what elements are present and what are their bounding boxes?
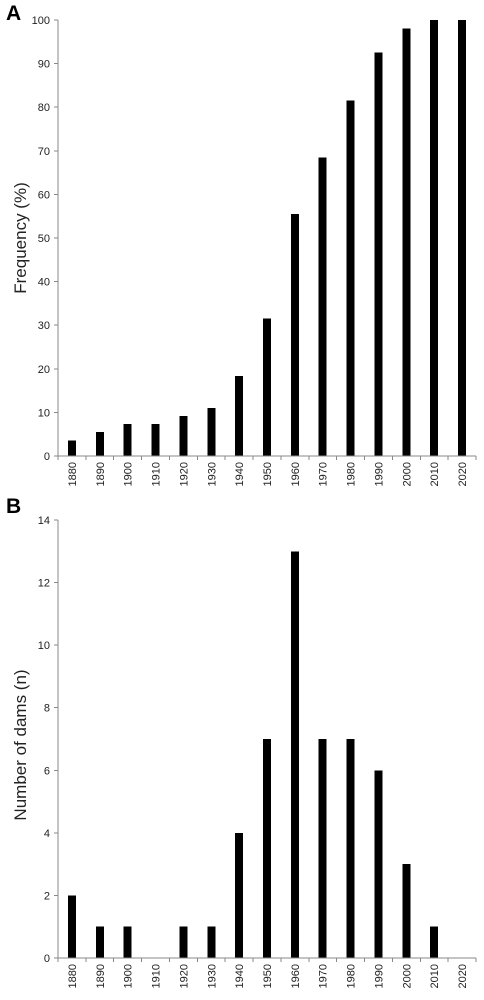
bar-1890 (95, 926, 104, 958)
x-tick-label: 1930 (206, 462, 218, 486)
x-tick-label: 1890 (95, 462, 107, 486)
y-tick-label: 100 (32, 15, 50, 27)
x-tick-label: 1970 (318, 462, 330, 486)
x-tick-label: 1980 (346, 964, 358, 988)
y-tick-label: 50 (38, 233, 50, 245)
y-tick-label: 80 (38, 102, 50, 114)
bar-1880 (67, 440, 76, 456)
x-tick-label: 1950 (262, 462, 274, 486)
x-axis-a: 1880 1890 1900 1910 1920 1930 1940 1950 1960 1970… (57, 455, 477, 486)
bars-a (67, 20, 467, 457)
x-tick-label: 2000 (401, 964, 413, 988)
y-tick-label: 14 (38, 515, 50, 527)
x-tick-label: 2020 (457, 964, 469, 988)
bar-2020 (458, 20, 467, 456)
y-axis-label-a: Frequency (%) (11, 182, 30, 293)
x-tick-label: 1890 (95, 964, 107, 988)
y-tick-label: 70 (38, 146, 50, 158)
bar-1890 (95, 432, 104, 456)
y-tick-label: 2 (44, 890, 50, 902)
bar-2000 (402, 864, 411, 958)
x-tick-label: 1960 (290, 462, 302, 486)
bar-1960 (290, 551, 299, 958)
panel-letter-b: B (6, 495, 21, 518)
bar-1920 (179, 926, 188, 958)
x-tick-label: 1900 (123, 964, 135, 988)
bar-1950 (263, 739, 271, 958)
x-axis-b: 1880 1890 1900 1910 1920 1930 1940 1950 1960 1970… (57, 957, 477, 988)
bar-1920 (179, 415, 188, 456)
y-axis-label-b: Number of dams (n) (11, 669, 30, 820)
y-tick-label: 8 (44, 703, 50, 715)
panel-a: A Frequency (%) 0 10 20 30 40 50 60 70 80 90 100 1… (6, 2, 477, 486)
bar-1990 (374, 770, 383, 958)
bars-b (67, 551, 439, 958)
x-tick-label: 1910 (151, 462, 163, 486)
y-tick-label: 20 (38, 364, 50, 376)
y-tick-label: 60 (38, 189, 50, 201)
x-tick-label: 1880 (67, 964, 79, 988)
y-tick-label: 90 (38, 59, 50, 71)
bar-1980 (346, 100, 355, 456)
bar-1930 (207, 926, 216, 958)
x-tick-label: 1950 (262, 964, 274, 988)
y-tick-label: 30 (38, 320, 50, 332)
bar-1970 (318, 157, 327, 456)
x-tick-label: 2010 (429, 462, 441, 486)
y-tick-label: 40 (38, 277, 50, 289)
x-tick-label: 1940 (234, 964, 246, 988)
y-tick-label: 10 (38, 640, 50, 652)
bar-1950 (263, 318, 271, 456)
bar-1960 (290, 214, 299, 456)
y-axis-a: 0 10 20 30 40 50 60 70 80 90 100 (32, 15, 59, 463)
x-tick-label: 1900 (123, 462, 135, 486)
bar-2000 (402, 28, 411, 457)
bar-1940 (235, 832, 244, 958)
y-axis-b: 0 2 4 6 8 10 12 14 (38, 515, 59, 965)
bar-1900 (123, 926, 132, 958)
x-tick-label: 1920 (178, 462, 190, 486)
bar-2010 (430, 926, 439, 958)
y-tick-label: 0 (44, 953, 50, 965)
x-tick-label: 1880 (67, 462, 79, 486)
x-tick-label: 1990 (373, 964, 385, 988)
y-tick-label: 4 (44, 828, 50, 840)
x-tick-label: 2000 (401, 462, 413, 486)
x-tick-label: 1910 (151, 964, 163, 988)
y-tick-label: 0 (44, 451, 50, 463)
x-tick-label: 1930 (206, 964, 218, 988)
bar-1990 (374, 52, 383, 456)
y-tick-label: 12 (38, 578, 50, 590)
bar-1940 (235, 375, 244, 456)
bar-1910 (151, 424, 160, 456)
bar-1900 (123, 424, 132, 456)
x-tick-label: 1990 (373, 462, 385, 486)
x-tick-label: 1970 (318, 964, 330, 988)
y-tick-label: 10 (38, 407, 50, 419)
panel-letter-a: A (6, 2, 21, 25)
x-tick-label: 1920 (178, 964, 190, 988)
bar-1930 (207, 408, 216, 456)
bar-1980 (346, 739, 355, 958)
x-tick-label: 2020 (457, 462, 469, 486)
bar-2010 (430, 20, 439, 456)
bar-1880 (67, 895, 76, 958)
x-tick-label: 1940 (234, 462, 246, 486)
x-tick-label: 2010 (429, 964, 441, 988)
x-tick-label: 1980 (346, 462, 358, 486)
y-tick-label: 6 (44, 765, 50, 777)
panel-b: B Number of dams (n) 0 2 4 6 8 10 12 14 1880 189… (6, 495, 477, 988)
bar-1970 (318, 739, 327, 958)
x-tick-label: 1960 (290, 964, 302, 988)
